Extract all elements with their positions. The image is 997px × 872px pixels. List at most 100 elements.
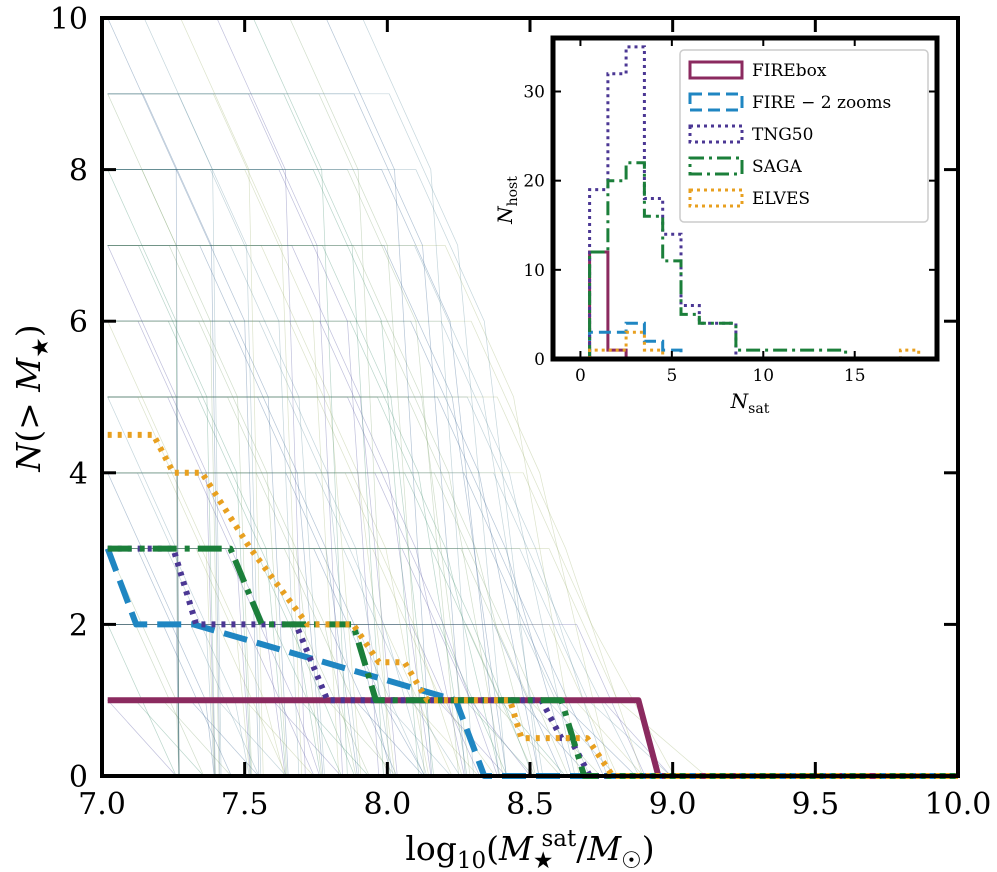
legend-label: FIRE − 2 zooms xyxy=(752,93,891,113)
y-tick-label: 8 xyxy=(69,154,88,189)
y-tick-label: 2 xyxy=(69,608,88,643)
x-tick-label: 7.5 xyxy=(221,787,269,822)
background-curve xyxy=(107,320,612,777)
background-curve xyxy=(107,320,396,777)
inset-histogram: 0 5 10 15 0 10 20 30 FIREbox FIRE − 2 zooms TNG50 S… xyxy=(523,35,940,386)
y-tick-label: 4 xyxy=(69,457,88,492)
background-curve xyxy=(107,245,471,777)
background-curve xyxy=(107,320,432,777)
inset-y-tick-label: 20 xyxy=(523,172,545,192)
background-curve xyxy=(107,320,576,777)
background-curve xyxy=(107,245,544,777)
inset-x-axis-label: Nsat xyxy=(730,389,770,417)
legend-swatch xyxy=(688,92,744,112)
inset-x-tick-label: 5 xyxy=(666,366,677,386)
background-curve xyxy=(107,699,611,777)
background-curve xyxy=(107,169,460,777)
background-curve xyxy=(107,396,572,777)
background-curve xyxy=(107,169,380,777)
background-curve xyxy=(107,699,179,777)
inset-y-axis-label: Nhost xyxy=(493,176,521,225)
background-curve xyxy=(107,396,287,777)
background-curve xyxy=(107,396,644,777)
legend-swatch xyxy=(688,188,744,208)
x-tick-label: 8.5 xyxy=(506,787,554,822)
background-curve xyxy=(107,396,430,777)
inset-y-tick-label: 30 xyxy=(523,83,545,103)
background-curve xyxy=(107,93,507,777)
background-curve xyxy=(107,169,499,777)
y-tick-label: 6 xyxy=(69,305,88,340)
background-curve xyxy=(107,245,325,777)
background-curve xyxy=(107,93,343,777)
legend-swatch xyxy=(688,156,744,176)
background-curve xyxy=(107,548,566,777)
x-tick-label: 9.0 xyxy=(649,787,697,822)
background-curve xyxy=(107,548,531,777)
background-curve xyxy=(107,396,501,777)
background-curve xyxy=(107,320,468,777)
inset-x-tick-label: 0 xyxy=(575,366,586,386)
background-curve xyxy=(107,396,180,777)
background-curve xyxy=(107,320,504,777)
background-curve xyxy=(107,169,300,777)
y-tick-label: 0 xyxy=(69,760,88,795)
background-curve xyxy=(107,548,461,777)
background-curve xyxy=(107,245,507,777)
background-curve xyxy=(107,396,323,777)
background-curve xyxy=(107,245,362,777)
legend-swatch xyxy=(688,60,744,80)
x-tick-label: 10.0 xyxy=(925,787,992,822)
main-y-axis-label: N(> M★) xyxy=(9,324,54,472)
legend-label: SAGA xyxy=(752,157,803,177)
background-curve xyxy=(107,548,285,777)
legend-box xyxy=(679,49,929,223)
background-curve xyxy=(107,93,425,777)
inset-x-tick-label: 15 xyxy=(844,366,866,386)
background-curve xyxy=(107,320,216,777)
background-curve xyxy=(107,93,180,777)
inset-y-tick-label: 0 xyxy=(534,350,545,370)
inset-frame xyxy=(550,35,940,362)
background-curve xyxy=(107,169,539,777)
background-curve xyxy=(107,396,465,777)
series-line-fire-2-zooms xyxy=(104,547,958,779)
background-curve xyxy=(107,245,289,777)
background-curve xyxy=(107,93,466,777)
legend-label: ELVES xyxy=(752,189,810,209)
background-curve xyxy=(107,396,358,777)
background-curve xyxy=(107,548,672,777)
background-curve xyxy=(107,548,637,777)
hist-fire-2-zooms xyxy=(588,321,683,359)
background-curve xyxy=(107,169,420,777)
main-axes: 7.0 7.5 8.0 8.5 9.0 9.5 10.0 0 2 4 6 8 10 xyxy=(50,2,992,822)
background-curve xyxy=(107,396,394,777)
background-curve xyxy=(107,320,324,777)
series-line-saga xyxy=(107,545,958,779)
background-curve xyxy=(107,93,303,777)
background-curve xyxy=(107,245,180,777)
hist-saga xyxy=(588,161,848,359)
legend-label: TNG50 xyxy=(752,125,813,145)
background-curve xyxy=(107,396,608,777)
y-tick-label: 10 xyxy=(50,2,88,37)
x-tick-label: 7.0 xyxy=(78,787,126,822)
background-curve xyxy=(107,396,216,777)
background-curve xyxy=(107,245,398,777)
inset-x-tick-label: 10 xyxy=(752,366,774,386)
background-curve xyxy=(107,245,253,777)
background-curve xyxy=(107,169,260,777)
legend-label: FIREbox xyxy=(752,61,827,81)
background-curve xyxy=(107,396,251,777)
background-curve xyxy=(107,245,580,777)
background-curve xyxy=(107,699,777,777)
background-curve xyxy=(107,93,221,777)
x-tick-label: 9.5 xyxy=(791,787,839,822)
background-curve xyxy=(107,93,384,777)
inset-y-tick-label: 10 xyxy=(523,261,545,281)
x-tick-label: 8.0 xyxy=(363,787,411,822)
background-curve xyxy=(107,93,262,777)
main-x-axis-label: log10(M★sat/M☉) xyxy=(405,826,654,872)
background-curve xyxy=(107,320,288,777)
